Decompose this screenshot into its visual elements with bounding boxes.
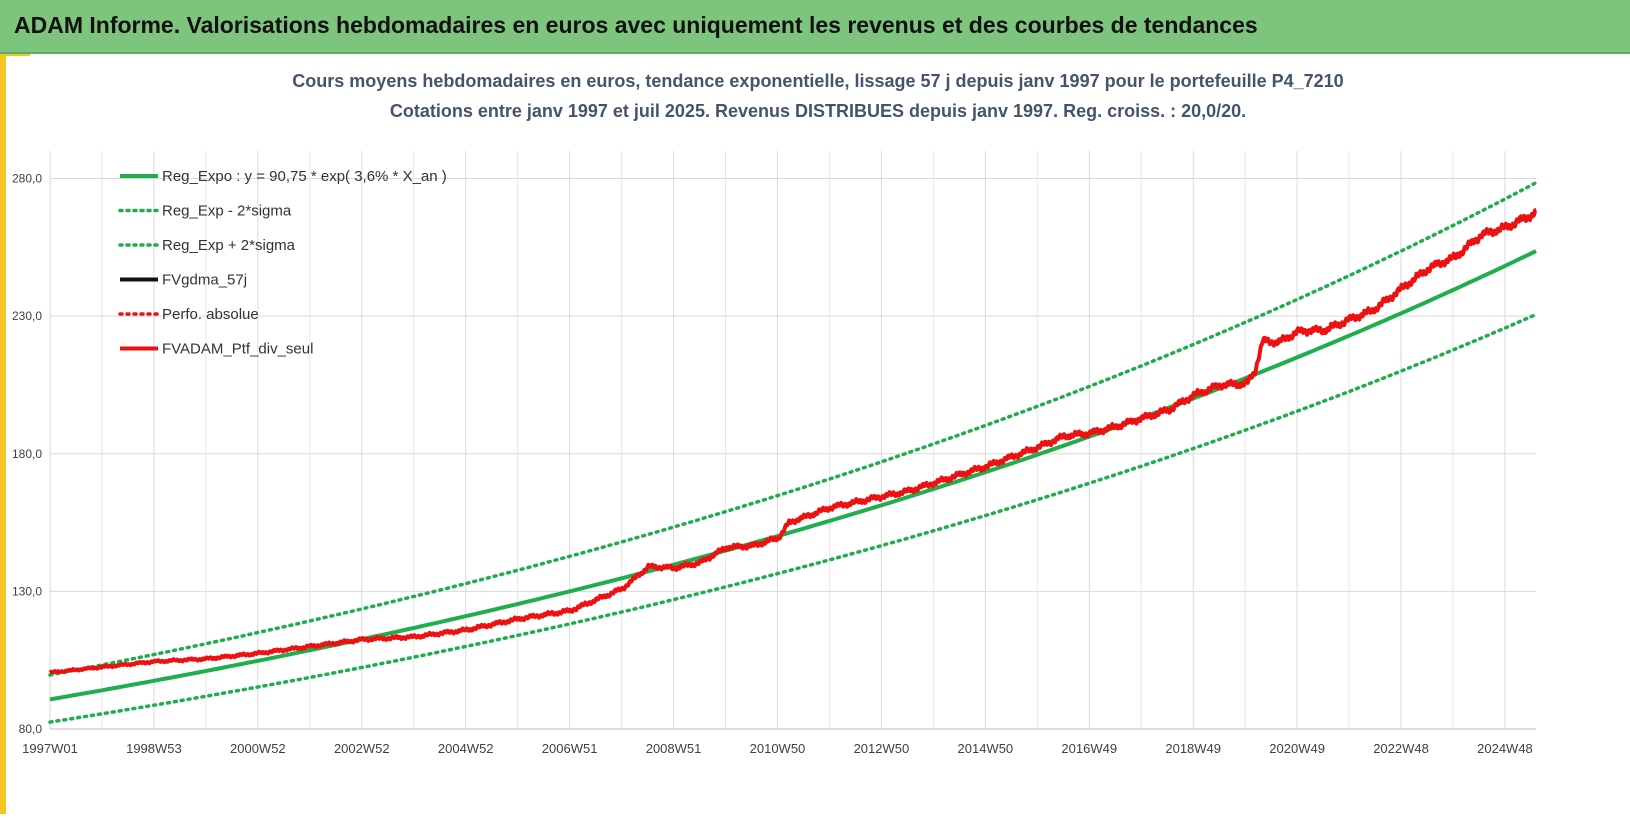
x-tick-label: 2024W48 bbox=[1477, 741, 1533, 756]
axes: 80,0 130,0 180,0 230,0 280,0 1997W01 1998W53 20… bbox=[12, 172, 1536, 756]
x-tick-label: 2008W51 bbox=[646, 741, 702, 756]
x-tick-label: 2006W51 bbox=[542, 741, 598, 756]
x-tick-label: 2014W50 bbox=[958, 741, 1014, 756]
y-tick-label: 80,0 bbox=[19, 722, 43, 736]
legend-label: Reg_Exp + 2*sigma bbox=[162, 237, 296, 254]
legend-label: Perfo. absolue bbox=[162, 306, 259, 323]
legend-label: FVADAM_Ptf_div_seul bbox=[162, 341, 313, 358]
x-tick-label: 2022W48 bbox=[1373, 741, 1429, 756]
header-bar: ADAM Informe. Valorisations hebdomadaire… bbox=[0, 0, 1630, 54]
legend-label: Reg_Exp - 2*sigma bbox=[162, 203, 292, 220]
x-tick-label: 2004W52 bbox=[438, 741, 494, 756]
x-tick-label: 2000W52 bbox=[230, 741, 286, 756]
x-tick-label: 2012W50 bbox=[854, 741, 910, 756]
reg-minus-2sigma-line bbox=[48, 312, 1538, 724]
page-title: ADAM Informe. Valorisations hebdomadaire… bbox=[14, 12, 1258, 38]
accent-left-strip bbox=[0, 54, 6, 814]
x-tick-label: 2018W49 bbox=[1165, 741, 1221, 756]
x-tick-label: 1998W53 bbox=[126, 741, 182, 756]
chart-subtitle: Cotations entre janv 1997 et juil 2025. … bbox=[390, 101, 1246, 121]
x-tick-label: 2010W50 bbox=[750, 741, 806, 756]
reg-expo-line bbox=[49, 249, 1537, 702]
legend: Reg_Expo : y = 90,75 * exp( 3,6% * X_an … bbox=[118, 168, 447, 358]
x-tick-label: 2002W52 bbox=[334, 741, 390, 756]
y-tick-label: 180,0 bbox=[12, 447, 42, 461]
legend-label: FVgdma_57j bbox=[162, 272, 247, 289]
reg-plus-2sigma-line bbox=[48, 180, 1538, 677]
chart-title: Cours moyens hebdomadaires en euros, ten… bbox=[292, 71, 1343, 91]
legend-label: Reg_Expo : y = 90,75 * exp( 3,6% * X_an … bbox=[162, 168, 447, 185]
fvadam-ptf-div-seul-line bbox=[48, 208, 1537, 675]
chart-area: Cours moyens hebdomadaires en euros, ten… bbox=[6, 56, 1630, 815]
y-tick-label: 230,0 bbox=[12, 309, 42, 323]
chart-background bbox=[6, 56, 1630, 815]
x-tick-label: 1997W01 bbox=[22, 741, 78, 756]
x-tick-label: 2016W49 bbox=[1061, 741, 1117, 756]
y-tick-label: 130,0 bbox=[12, 584, 42, 598]
line-chart: Cours moyens hebdomadaires en euros, ten… bbox=[6, 56, 1630, 815]
series-lines bbox=[48, 180, 1538, 724]
x-tick-label: 2020W49 bbox=[1269, 741, 1325, 756]
y-tick-label: 280,0 bbox=[12, 172, 42, 186]
